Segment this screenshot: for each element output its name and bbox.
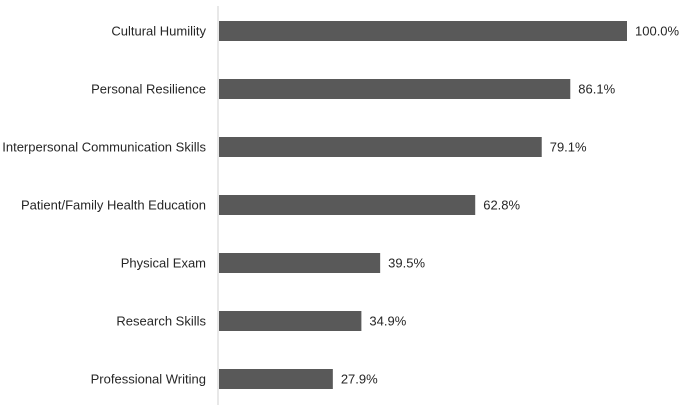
category-label: Professional Writing [91,372,206,387]
category-label: Interpersonal Communication Skills [2,140,206,155]
category-label: Research Skills [116,314,206,329]
bar [219,137,542,157]
value-labels-group: 100.0% 86.1% 79.1% 62.8% 39.5% 34.9% 27.9% [341,24,680,387]
value-label: 86.1% [578,82,615,97]
bar [219,79,571,99]
value-label: 100.0% [635,24,680,39]
bar [219,311,362,331]
value-label: 34.9% [369,314,406,329]
bar [219,369,333,389]
value-label: 39.5% [388,256,425,271]
category-label: Patient/Family Health Education [21,198,206,213]
value-label: 79.1% [550,140,587,155]
value-label: 27.9% [341,372,378,387]
category-label: Cultural Humility [111,24,206,39]
bar [219,195,476,215]
category-label: Personal Resilience [91,82,206,97]
bar [219,253,381,273]
category-label: Physical Exam [121,256,206,271]
value-label: 62.8% [483,198,520,213]
bars-group [219,21,627,389]
category-labels-group: Cultural Humility Personal Resilience Inte… [2,24,206,387]
bar [219,21,627,41]
